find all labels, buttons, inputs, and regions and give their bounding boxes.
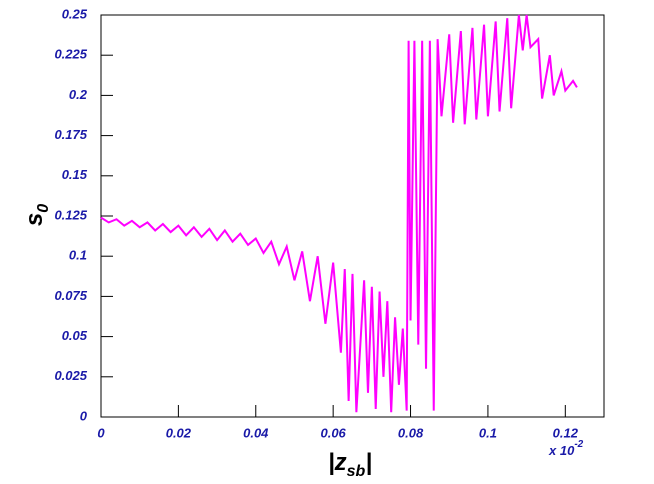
- x-multiplier-exp: -2: [574, 439, 583, 450]
- x-label-sub: sb: [347, 463, 366, 480]
- data-line: [100, 14, 578, 413]
- y-label-sub: 0: [35, 204, 52, 213]
- y-tick-label: 0.125: [54, 207, 87, 222]
- x-tick-label: 0.08: [398, 425, 424, 440]
- y-tick-label: 0.2: [69, 87, 88, 102]
- y-axis-title: s0: [21, 204, 52, 226]
- x-label-left: |z: [328, 449, 347, 476]
- x-tick-label: 0.02: [166, 425, 192, 440]
- x-tick-label: 0.1: [479, 425, 497, 440]
- y-label: s: [21, 213, 48, 226]
- x-axis-title: |zsb|: [328, 449, 372, 480]
- y-tick-label: 0: [80, 408, 88, 423]
- y-tick-label: 0.225: [54, 47, 87, 62]
- y-tick-label: 0.15: [62, 167, 88, 182]
- x-label-right: |: [365, 449, 372, 476]
- x-multiplier: x 10-2: [548, 439, 584, 459]
- y-tick-label: 0.025: [54, 368, 87, 383]
- y-tick-label: 0.25: [62, 6, 88, 21]
- y-tick-label: 0.1: [69, 248, 87, 263]
- x-tick-label: 0: [97, 425, 105, 440]
- plot-frame: [100, 14, 605, 418]
- y-tick-label: 0.05: [62, 328, 88, 343]
- x-tick-label: 0.06: [320, 425, 346, 440]
- x-multiplier-base: x 10: [548, 443, 575, 458]
- x-tick-label: 0.04: [243, 425, 269, 440]
- y-tick-label: 0.075: [54, 288, 87, 303]
- x-tick-label: 0.12: [553, 425, 579, 440]
- y-tick-label: 0.175: [54, 127, 87, 142]
